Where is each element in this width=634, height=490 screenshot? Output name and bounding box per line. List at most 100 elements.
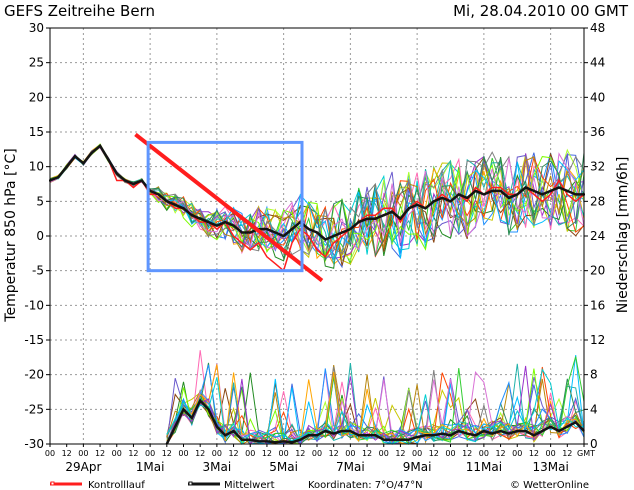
mean-temperature-point bbox=[316, 231, 318, 234]
x-hour-label: 00 bbox=[445, 449, 455, 458]
mean-temperature-point bbox=[332, 235, 335, 237]
mean-temperature-point bbox=[215, 224, 218, 227]
x-date-label: 13Mai bbox=[532, 460, 568, 474]
mean-temperature-point bbox=[74, 155, 77, 158]
y-left-tick-label: 10 bbox=[29, 160, 44, 174]
mean-temperature-point bbox=[566, 189, 569, 192]
x-hour-label: 00 bbox=[312, 449, 322, 458]
mean-temperature-point bbox=[182, 207, 185, 210]
chart-title: GEFS Zeitreihe Bern bbox=[4, 2, 155, 20]
y-left-tick-label: -5 bbox=[32, 264, 44, 278]
mean-temperature-point bbox=[140, 179, 143, 182]
x-hour-label: 12 bbox=[395, 449, 405, 458]
mean-temperature-point bbox=[557, 186, 560, 189]
y-right-tick-label: 4 bbox=[590, 402, 598, 416]
mean-temperature-point bbox=[115, 172, 118, 175]
grid bbox=[50, 28, 584, 444]
mean-temperature-point bbox=[82, 162, 85, 165]
mean-temperature-point bbox=[232, 224, 235, 227]
legend-mean-label: Mittelwert bbox=[224, 480, 275, 490]
mean-temperature-point bbox=[90, 151, 93, 154]
mean-temperature-point bbox=[382, 214, 385, 217]
mean-temperature-point bbox=[482, 193, 485, 196]
x-hour-label: 12 bbox=[62, 449, 72, 458]
y-left-tick-label: 20 bbox=[29, 90, 44, 104]
x-date-label: 5Mai bbox=[269, 460, 298, 474]
x-hour-label: 12 bbox=[162, 449, 172, 458]
x-hour-label: 12 bbox=[329, 449, 339, 458]
y-axis-left-label: Temperatur 850 hPa [°C] bbox=[3, 148, 19, 322]
y-left-tick-label: -30 bbox=[24, 437, 44, 451]
mean-temperature-point bbox=[282, 235, 285, 237]
x-hour-label: 12 bbox=[562, 449, 572, 458]
mean-temperature-point bbox=[416, 203, 419, 206]
y-right-tick-label: 16 bbox=[590, 298, 605, 312]
y-right-tick-label: 40 bbox=[590, 90, 605, 104]
mean-temperature-point bbox=[407, 207, 410, 210]
mean-temperature-point bbox=[190, 214, 193, 217]
x-hour-label: 12 bbox=[462, 449, 472, 458]
y-right-tick-label: 36 bbox=[590, 125, 605, 139]
ensemble-member-temperature bbox=[49, 145, 585, 256]
legend-mean-marker bbox=[188, 481, 193, 486]
legend-control-marker bbox=[50, 481, 55, 486]
mean-temperature-line bbox=[49, 144, 584, 241]
mean-temperature-point bbox=[57, 176, 60, 179]
y-right-tick-label: 48 bbox=[590, 21, 605, 35]
x-hour-label: 00 bbox=[78, 449, 88, 458]
mean-precipitation-line bbox=[165, 398, 585, 445]
x-hour-label: 00 bbox=[45, 449, 55, 458]
y-right-tick-label: 28 bbox=[590, 194, 605, 208]
mean-temperature-point bbox=[224, 221, 227, 224]
x-hour-label: 12 bbox=[95, 449, 105, 458]
x-hour-label: 00 bbox=[345, 449, 355, 458]
trend-line-annotation bbox=[134, 132, 324, 283]
y-right-tick-label: 12 bbox=[590, 333, 605, 347]
x-date-label: 29Apr bbox=[65, 460, 101, 474]
mean-temperature-point bbox=[349, 228, 352, 231]
mean-temperature-point bbox=[457, 193, 460, 196]
y-left-tick-label: 30 bbox=[29, 21, 44, 35]
x-hour-label: 12 bbox=[228, 449, 238, 458]
mean-temperature-point bbox=[391, 210, 394, 213]
mean-temperature-point bbox=[265, 228, 268, 231]
mean-temperature-point bbox=[165, 200, 168, 203]
x-date-label: 9Mai bbox=[403, 460, 432, 474]
mean-temperature-point bbox=[157, 193, 160, 196]
mean-temperature-point bbox=[132, 183, 135, 185]
mean-temperature-point bbox=[99, 144, 102, 147]
y-axis-right-label: Niederschlag [mm/6h] bbox=[615, 157, 631, 314]
mean-temperature-point bbox=[357, 221, 360, 224]
x-hour-label: 00 bbox=[546, 449, 556, 458]
x-hour-label: 00 bbox=[512, 449, 522, 458]
y-right-tick-label: 0 bbox=[590, 437, 598, 451]
mean-temperature-point bbox=[124, 179, 127, 182]
x-date-label: 1Mai bbox=[136, 460, 165, 474]
ensemble-member-precipitation bbox=[166, 365, 585, 446]
mean-temperature-point bbox=[441, 196, 444, 199]
x-hour-label: 00 bbox=[379, 449, 389, 458]
run-timestamp: Mi, 28.04.2010 00 GMT bbox=[453, 2, 629, 20]
mean-temperature-point bbox=[341, 231, 344, 234]
mean-temperature-point bbox=[290, 228, 293, 231]
mean-temperature-point bbox=[449, 200, 452, 203]
mean-temperature-point bbox=[299, 221, 302, 224]
mean-temperature-point bbox=[174, 203, 177, 206]
x-hour-label: GMT bbox=[577, 449, 595, 458]
y-right-tick-label: 44 bbox=[590, 56, 605, 70]
mean-temperature-point bbox=[107, 158, 110, 161]
mean-temperature-point bbox=[432, 200, 435, 203]
mean-temperature-point bbox=[532, 189, 535, 192]
x-hour-label: 00 bbox=[479, 449, 489, 458]
y-left-tick-label: 0 bbox=[36, 229, 44, 243]
y-left-tick-label: -25 bbox=[24, 402, 44, 416]
legend-control-label: Kontrolllauf bbox=[88, 480, 145, 490]
x-date-label: 7Mai bbox=[336, 460, 365, 474]
y-right-tick-label: 8 bbox=[590, 368, 598, 382]
x-hour-label: 00 bbox=[279, 449, 289, 458]
mean-temperature-point bbox=[574, 193, 577, 196]
highlight-box-annotation bbox=[146, 140, 304, 273]
mean-temperature-point bbox=[366, 217, 369, 220]
x-hour-label: 12 bbox=[262, 449, 272, 458]
ensemble-member-temperature bbox=[49, 145, 585, 266]
